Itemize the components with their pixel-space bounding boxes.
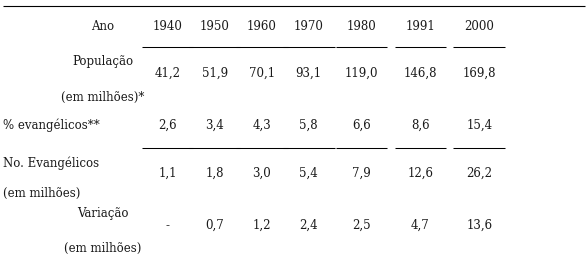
- Text: 1991: 1991: [406, 20, 435, 33]
- Text: 4,3: 4,3: [252, 119, 271, 132]
- Text: 51,9: 51,9: [202, 67, 228, 79]
- Text: 15,4: 15,4: [466, 119, 492, 132]
- Text: 26,2: 26,2: [466, 166, 492, 179]
- Text: 1980: 1980: [347, 20, 376, 33]
- Text: 146,8: 146,8: [404, 67, 437, 79]
- Text: População: População: [72, 55, 133, 68]
- Text: 1,2: 1,2: [252, 219, 271, 232]
- Text: 3,4: 3,4: [205, 119, 224, 132]
- Text: 1,8: 1,8: [205, 166, 224, 179]
- Text: 8,6: 8,6: [411, 119, 430, 132]
- Text: (em milhões): (em milhões): [3, 187, 81, 200]
- Text: 13,6: 13,6: [466, 219, 492, 232]
- Text: -: -: [166, 219, 169, 232]
- Text: 41,2: 41,2: [155, 67, 181, 79]
- Text: 70,1: 70,1: [249, 67, 275, 79]
- Text: 169,8: 169,8: [463, 67, 496, 79]
- Text: 2,4: 2,4: [299, 219, 318, 232]
- Text: (em milhões): (em milhões): [64, 242, 142, 255]
- Text: 1960: 1960: [247, 20, 276, 33]
- Text: Variação: Variação: [77, 207, 129, 220]
- Text: 5,4: 5,4: [299, 166, 318, 179]
- Text: % evangélicos**: % evangélicos**: [3, 119, 100, 132]
- Text: 6,6: 6,6: [352, 119, 371, 132]
- Text: 1950: 1950: [200, 20, 229, 33]
- Text: 2,5: 2,5: [352, 219, 371, 232]
- Text: 1,1: 1,1: [158, 166, 177, 179]
- Text: 0,7: 0,7: [205, 219, 224, 232]
- Text: 2,6: 2,6: [158, 119, 177, 132]
- Text: Ano: Ano: [91, 20, 115, 33]
- Text: 2000: 2000: [465, 20, 494, 33]
- Text: 119,0: 119,0: [345, 67, 378, 79]
- Text: 1940: 1940: [153, 20, 182, 33]
- Text: (em milhões)*: (em milhões)*: [61, 91, 145, 104]
- Text: 7,9: 7,9: [352, 166, 371, 179]
- Text: 1970: 1970: [294, 20, 323, 33]
- Text: 12,6: 12,6: [407, 166, 433, 179]
- Text: 5,8: 5,8: [299, 119, 318, 132]
- Text: No. Evangélicos: No. Evangélicos: [3, 156, 99, 170]
- Text: 3,0: 3,0: [252, 166, 271, 179]
- Text: 4,7: 4,7: [411, 219, 430, 232]
- Text: 93,1: 93,1: [296, 67, 322, 79]
